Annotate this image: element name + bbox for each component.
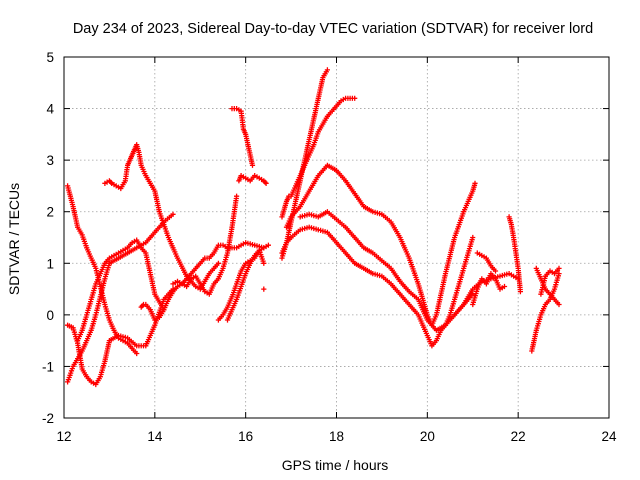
data-series-trace-u — [506, 214, 523, 295]
data-series-trace-o — [279, 224, 476, 349]
y-tick-label: 4 — [46, 102, 54, 117]
data-series-trace-x — [538, 265, 562, 297]
data-series-trace-v — [529, 271, 562, 354]
y-tick-label: 0 — [46, 308, 54, 323]
x-axis-label: GPS time / hours — [282, 457, 389, 473]
data-series-trace-i — [224, 247, 267, 323]
x-tick-label: 16 — [238, 429, 253, 444]
data-series-trace-n — [279, 95, 358, 220]
y-tick-label: 5 — [46, 50, 54, 65]
grid-lines — [64, 57, 609, 418]
data-series-trace-d — [75, 237, 167, 344]
data-series-trace-r — [452, 271, 521, 318]
y-tick-label: 3 — [46, 153, 54, 168]
y-tick-label: 2 — [46, 205, 54, 220]
data-series-trace-e — [102, 142, 221, 292]
x-tick-label: 20 — [420, 429, 435, 444]
y-tick-label: 1 — [46, 256, 54, 271]
chart-title: Day 234 of 2023, Sidereal Day-to-day VTE… — [73, 21, 593, 37]
data-series-trace-t — [474, 250, 499, 274]
x-tick-label: 12 — [56, 429, 71, 444]
x-tick-label: 24 — [601, 429, 617, 444]
data-series-trace-l — [261, 286, 267, 292]
data-series-trace-f — [138, 193, 240, 323]
data-series-trace-k — [229, 106, 256, 168]
y-tick-label: -2 — [42, 411, 54, 426]
data-series-layer — [65, 67, 562, 388]
y-axis-label: SDTVAR / TECUs — [6, 183, 22, 295]
x-tick-label: 18 — [329, 429, 344, 444]
data-series-trace-s — [470, 271, 508, 308]
data-series-trace-g — [170, 240, 267, 287]
x-tick-label: 14 — [147, 429, 163, 444]
y-tick-label: -1 — [42, 359, 54, 374]
data-series-trace-p — [283, 162, 478, 328]
x-tick-label: 22 — [511, 429, 526, 444]
data-series-trace-j — [236, 173, 269, 186]
